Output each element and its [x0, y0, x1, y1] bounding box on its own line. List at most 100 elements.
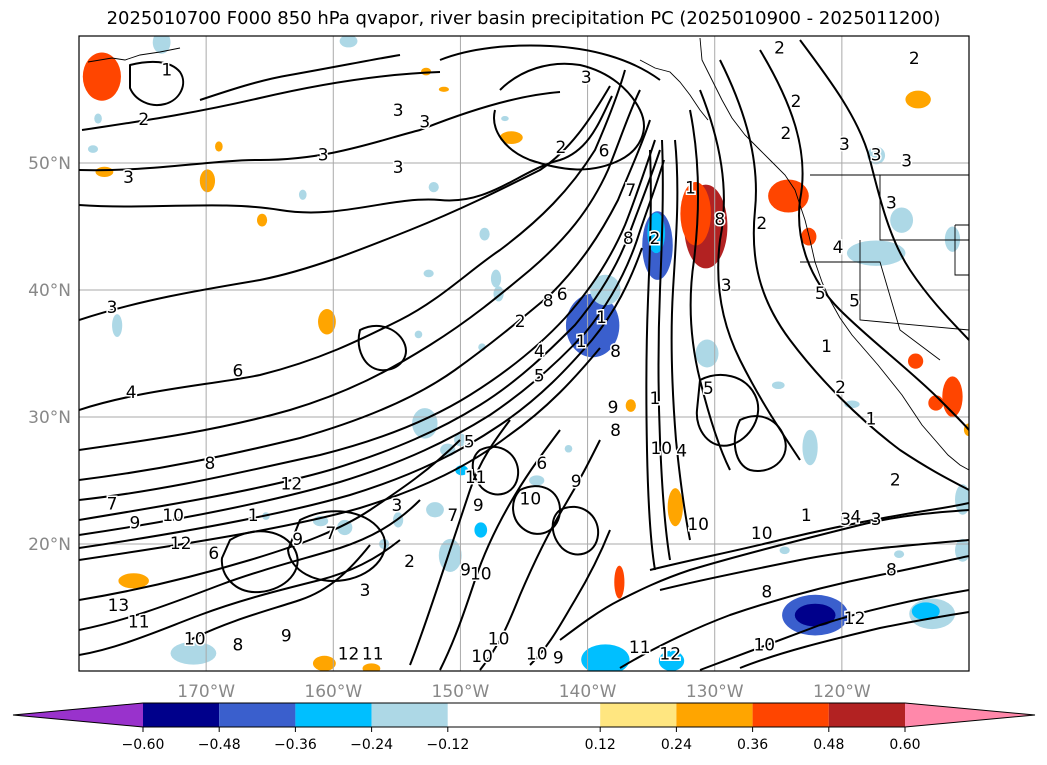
contour-label: 12: [844, 609, 866, 629]
contour-label: 9: [473, 496, 484, 516]
colorbar-segment: [447, 703, 601, 727]
contour-label: 5: [849, 291, 860, 311]
contour-label: 4: [676, 441, 687, 461]
contour-label: 1: [650, 389, 661, 409]
contour-label: 7: [447, 506, 458, 526]
contour-label: 10: [470, 564, 492, 584]
contour-label: 5: [815, 284, 826, 304]
colorbar-tick-label: −0.60: [122, 737, 165, 753]
qvapor-contour: [79, 539, 401, 656]
precip-pc-feature: [905, 90, 931, 109]
qvapor-contour: [409, 419, 511, 666]
contour-label: 3: [393, 101, 404, 121]
colorbar-segment: [371, 703, 448, 727]
precip-pc-feature: [911, 602, 940, 621]
precip-pc-feature: [94, 113, 102, 124]
contour-label: 5: [464, 432, 475, 452]
qvapor-contour: [439, 429, 561, 671]
colorbar-extend-low: [13, 703, 143, 727]
contour-label: 4: [126, 383, 137, 403]
precip-pc-feature: [625, 399, 636, 412]
north-america-coastline: [699, 37, 969, 471]
colorbar-segment: [295, 703, 372, 727]
latitude-tick-label: 20°N: [28, 535, 71, 555]
contour-label: 10: [650, 439, 672, 459]
contour-label: 2: [756, 214, 767, 234]
alaska-coastline: [639, 59, 709, 121]
qvapor-contour: [695, 374, 760, 447]
colorbar-tick-label: 0.24: [661, 737, 692, 753]
contour-label: 6: [557, 285, 568, 305]
contour-label: 8: [233, 636, 244, 656]
state-border: [954, 224, 969, 276]
precip-pc-feature: [152, 36, 171, 54]
colorbar-tick-label: −0.36: [274, 737, 317, 753]
qvapor-contours: [79, 39, 969, 671]
precip-pc-feature: [118, 573, 149, 589]
qvapor-contour: [739, 611, 969, 669]
precip-pc-feature: [614, 565, 625, 599]
precip-pc-feature: [771, 381, 785, 390]
colorbar-segment: [752, 703, 829, 727]
contour-label: 8: [886, 561, 897, 581]
map-title: 2025010700 F000 850 hPa qvapor, river ba…: [106, 8, 941, 29]
contour-label: 11: [128, 613, 150, 633]
colorbar: −0.60 −0.48 −0.36 −0.24 −0.12 0.12 0.24 0.36 0.4…: [12, 702, 1036, 753]
contour-label: 9: [292, 530, 303, 550]
precip-pc-feature: [667, 488, 683, 527]
latitude-axis: 20°N 30°N 40°N 50°N: [28, 154, 71, 555]
plot-frame: [78, 35, 970, 672]
precip-pc-feature: [565, 293, 620, 358]
precip-pc-feature: [298, 189, 307, 200]
precip-pc-feature: [779, 546, 790, 555]
contour-label: 3: [581, 68, 592, 88]
contour-label: 10: [471, 647, 493, 667]
qvapor-contour: [733, 415, 787, 472]
contour-label: 3: [318, 145, 329, 165]
longitude-tick-label: 120°W: [813, 682, 871, 702]
qvapor-contour: [79, 119, 651, 481]
precip-pc-feature: [312, 655, 336, 671]
qvapor-contour: [199, 54, 401, 101]
state-border: [859, 240, 969, 331]
contour-label: 7: [325, 524, 336, 544]
precip-pc-feature: [802, 429, 818, 466]
latitude-tick-label: 50°N: [28, 154, 71, 174]
precip-pc-feature: [112, 314, 123, 337]
qvapor-contour: [220, 530, 299, 594]
contour-label: 10: [184, 629, 206, 649]
colorbar-extend-high: [905, 703, 1035, 727]
precip-pc-feature: [337, 519, 353, 536]
contour-label: 2: [650, 229, 661, 249]
aleutian-coast: [87, 47, 181, 63]
qvapor-contour: [619, 555, 969, 669]
contour-label: 9: [571, 472, 582, 492]
contour-label: 1: [866, 410, 877, 430]
contour-label: 2: [781, 124, 792, 144]
qvapor-contour: [512, 485, 561, 535]
contour-label: 2: [890, 471, 901, 491]
qvapor-contour: [79, 91, 561, 172]
contour-label: 8: [714, 210, 725, 230]
contour-label: 10: [526, 644, 548, 664]
contour-label: 11: [362, 644, 384, 664]
colorbar-tick-label: −0.24: [350, 737, 393, 753]
precip-pc-feature: [199, 169, 216, 193]
contour-label: 3: [871, 145, 882, 165]
precip-pc-feature: [695, 339, 719, 368]
qvapor-contour: [471, 445, 520, 496]
contour-label: 8: [610, 342, 621, 362]
contour-label: 7: [107, 495, 118, 515]
contour-label: 10: [488, 629, 510, 649]
precip-pc-feature: [846, 240, 906, 266]
precip-pc-feature: [928, 395, 944, 411]
qvapor-contour: [79, 95, 613, 214]
contour-label: 3: [107, 298, 118, 318]
precip-pc-feature: [428, 182, 439, 193]
precip-pc-shading: [82, 36, 969, 671]
contour-label: 7: [625, 181, 636, 201]
qvapor-contour: [79, 69, 626, 411]
contour-label: 12: [170, 534, 192, 554]
qvapor-contour: [649, 502, 969, 571]
